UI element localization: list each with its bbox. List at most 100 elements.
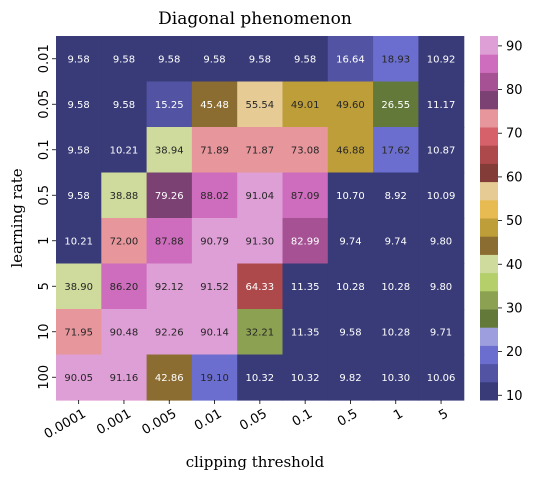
heatmap-cell: [101, 309, 148, 356]
heatmap-cell: [101, 127, 148, 174]
heatmap-cell: [191, 127, 238, 174]
heatmap-cell: [146, 218, 193, 265]
x-tick-label: 1: [391, 406, 406, 423]
cell-value-label: 9.58: [294, 54, 316, 65]
y-tick-label: 0.05: [37, 90, 52, 119]
heatmap-cell: [237, 309, 284, 356]
heatmap-cell: [327, 218, 374, 265]
cell-value-label: 11.35: [291, 327, 320, 338]
heatmap-cell: [282, 354, 329, 401]
heatmap-cell: [418, 354, 465, 401]
x-tick-label: 0.05: [237, 406, 270, 433]
heatmap-cell: [418, 127, 465, 174]
cell-value-label: 9.58: [113, 54, 135, 65]
cell-value-label: 9.82: [339, 373, 361, 384]
heatmap-cell: [373, 81, 419, 128]
cell-value-label: 38.88: [110, 191, 139, 202]
colorbar-segment: [480, 72, 498, 92]
heatmap-cell: [101, 172, 148, 219]
cell-value-label: 19.10: [200, 373, 229, 384]
cell-value-label: 10.28: [381, 327, 410, 338]
colorbar-segment: [480, 108, 498, 128]
cell-value-label: 90.05: [64, 373, 93, 384]
x-tick-label: 0.001: [94, 406, 134, 438]
heatmap-cell: [146, 81, 193, 128]
cell-value-label: 9.58: [249, 54, 271, 65]
heatmap-cell: [418, 263, 465, 310]
heatmap-cell: [56, 263, 102, 310]
cell-value-label: 49.60: [336, 100, 365, 111]
heatmap-cell: [146, 354, 193, 401]
cell-value-label: 15.25: [155, 100, 184, 111]
heatmap-cells: 9.58 9.58 9.58 9.58 9.58 9.58 16.64 18.93 10.92 9…: [56, 36, 465, 401]
cell-value-label: 11.35: [291, 282, 320, 293]
y-axis-label: learning rate: [8, 168, 26, 267]
colorbar-segment: [480, 363, 498, 383]
cell-value-label: 73.08: [291, 145, 320, 156]
heatmap-cell: [282, 127, 329, 174]
heatmap-cell: [56, 36, 102, 83]
colorbar: 10 20 30 40 50 60 70 80 90: [480, 36, 523, 404]
heatmap-cell: [327, 309, 374, 356]
heatmap-cell: [327, 127, 374, 174]
cell-value-label: 92.12: [155, 282, 184, 293]
heatmap-cell: [56, 354, 102, 401]
heatmap-cell: [101, 354, 148, 401]
cell-value-label: 9.58: [113, 100, 135, 111]
heatmap-cell: [56, 309, 102, 356]
cell-value-label: 87.09: [291, 191, 320, 202]
cell-value-label: 9.74: [339, 236, 361, 247]
heatmap-cell: [373, 172, 419, 219]
colorbar-segment: [480, 199, 498, 219]
colorbar-tick-label: 90: [506, 39, 523, 54]
heatmap-cell: [282, 172, 329, 219]
y-tick-label: 1: [37, 237, 52, 245]
colorbar-segment: [480, 90, 498, 110]
heatmap-cell: [327, 263, 374, 310]
heatmap-cell: [237, 354, 284, 401]
heatmap-cell: [373, 309, 419, 356]
heatmap-cell: [191, 36, 238, 83]
cell-value-label: 79.26: [155, 191, 184, 202]
heatmap-cell: [191, 172, 238, 219]
heatmap-cell: [373, 263, 419, 310]
y-tick-label: 10: [37, 323, 52, 340]
heatmap-cell: [373, 354, 419, 401]
colorbar-segment: [480, 36, 498, 55]
y-tick-label: 100: [37, 365, 52, 390]
heatmap-cell: [191, 218, 238, 265]
cell-value-label: 9.71: [430, 327, 452, 338]
y-tick-label: 0.1: [37, 139, 52, 160]
cell-value-label: 10.28: [381, 282, 410, 293]
cell-value-label: 9.58: [68, 100, 90, 111]
cell-value-label: 38.90: [64, 282, 93, 293]
cell-value-label: 64.33: [246, 282, 275, 293]
cell-value-label: 11.17: [427, 100, 456, 111]
cell-value-label: 91.30: [246, 236, 275, 247]
colorbar-tick-label: 80: [506, 83, 523, 98]
colorbar-segment: [480, 54, 498, 73]
heatmap-cell: [146, 127, 193, 174]
cell-value-label: 10.28: [336, 282, 365, 293]
heatmap-cell: [282, 218, 329, 265]
heatmap-cell: [373, 218, 419, 265]
cell-value-label: 82.99: [291, 236, 320, 247]
cell-value-label: 55.54: [246, 100, 275, 111]
colorbar-segment: [480, 345, 498, 365]
cell-value-label: 10.09: [427, 191, 456, 202]
cell-value-label: 32.21: [246, 327, 275, 338]
colorbar-segment: [480, 254, 498, 274]
colorbar-tick-label: 60: [506, 170, 523, 185]
x-tick-label: 0.0001: [42, 406, 89, 442]
cell-value-label: 10.92: [427, 54, 456, 65]
heatmap-cell: [282, 36, 329, 83]
colorbar-tick-label: 20: [506, 345, 523, 360]
cell-value-label: 92.26: [155, 327, 184, 338]
colorbar-segment: [480, 327, 498, 346]
cell-value-label: 49.01: [291, 100, 320, 111]
cell-value-label: 9.80: [430, 236, 452, 247]
colorbar-tick-label: 10: [506, 389, 523, 404]
heatmap-cell: [56, 81, 102, 128]
heatmap-cell: [237, 172, 284, 219]
